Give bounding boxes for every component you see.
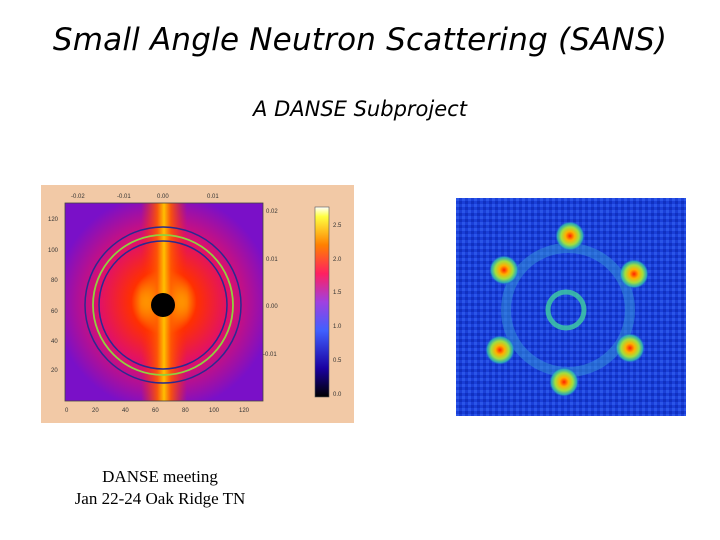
bottom-tick: 0 [65,408,69,414]
diffraction-pattern-image [456,198,686,416]
colorbar-tick: 1.5 [333,290,342,296]
bragg-peak [489,255,519,285]
bottom-tick: 40 [122,408,129,414]
bottom-tick: 120 [239,408,250,414]
bragg-peak [619,259,649,289]
colorbar-tick: 0.5 [333,358,342,364]
slide-subtitle: A DANSE Subproject [253,97,467,121]
top-tick: -0.01 [117,194,131,200]
right-tick: -0.01 [263,352,277,358]
top-tick: 0.00 [157,194,169,200]
colorbar-tick: 1.0 [333,324,342,330]
left-tick: 20 [51,368,58,374]
bragg-peak [555,221,585,251]
caption-line: Jan 22-24 Oak Ridge TN [74,489,246,508]
bragg-peak [549,367,579,397]
top-tick: -0.02 [71,194,85,200]
slide-title: Small Angle Neutron Scattering (SANS) [52,22,668,58]
left-tick: 60 [51,309,58,315]
top-tick: 0.01 [207,194,219,200]
caption-line: DANSE meeting [102,467,218,486]
colorbar-tick: 0.0 [333,392,342,398]
left-tick: 40 [51,339,58,345]
bottom-tick: 20 [92,408,99,414]
beam-stop [151,293,175,317]
left-tick: 120 [48,217,59,223]
inner-ring [98,240,228,370]
bottom-tick: 80 [182,408,189,414]
bottom-tick: 60 [152,408,159,414]
inner-scatter-ring [545,289,587,331]
colorbar-tick: 2.0 [333,257,342,263]
outer-ring [84,226,242,384]
right-tick: 0.01 [266,257,278,263]
sans-detector-plot: -0.02 -0.01 0.00 0.01 120 100 80 60 40 2… [41,185,354,423]
right-tick: 0.02 [266,209,278,215]
middle-ring [92,234,234,376]
colorbar-tick: 2.5 [333,223,342,229]
left-tick: 80 [51,278,58,284]
meeting-caption: DANSE meeting Jan 22-24 Oak Ridge TN [40,466,280,510]
right-tick: 0.00 [266,304,278,310]
colorbar [314,206,330,398]
left-tick: 100 [48,248,59,254]
bragg-peak [615,333,645,363]
bottom-tick: 100 [209,408,220,414]
bragg-peak [485,335,515,365]
